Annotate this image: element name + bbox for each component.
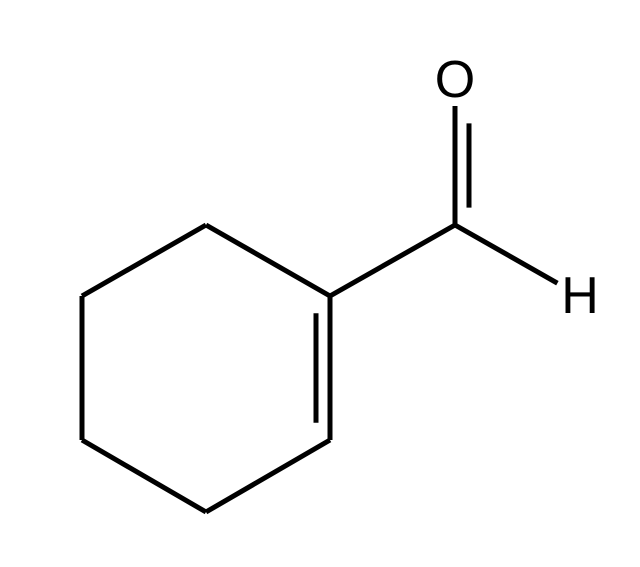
bond	[82, 225, 206, 296]
atom-label-o: O	[435, 51, 475, 109]
atom-label-h: H	[561, 267, 599, 325]
bond	[455, 106, 469, 225]
bond	[206, 225, 330, 296]
bond	[82, 440, 206, 512]
molecule-canvas: OH	[0, 0, 640, 567]
bond	[316, 296, 330, 440]
bond	[206, 440, 330, 512]
bond	[455, 225, 557, 283]
bond	[330, 225, 455, 296]
